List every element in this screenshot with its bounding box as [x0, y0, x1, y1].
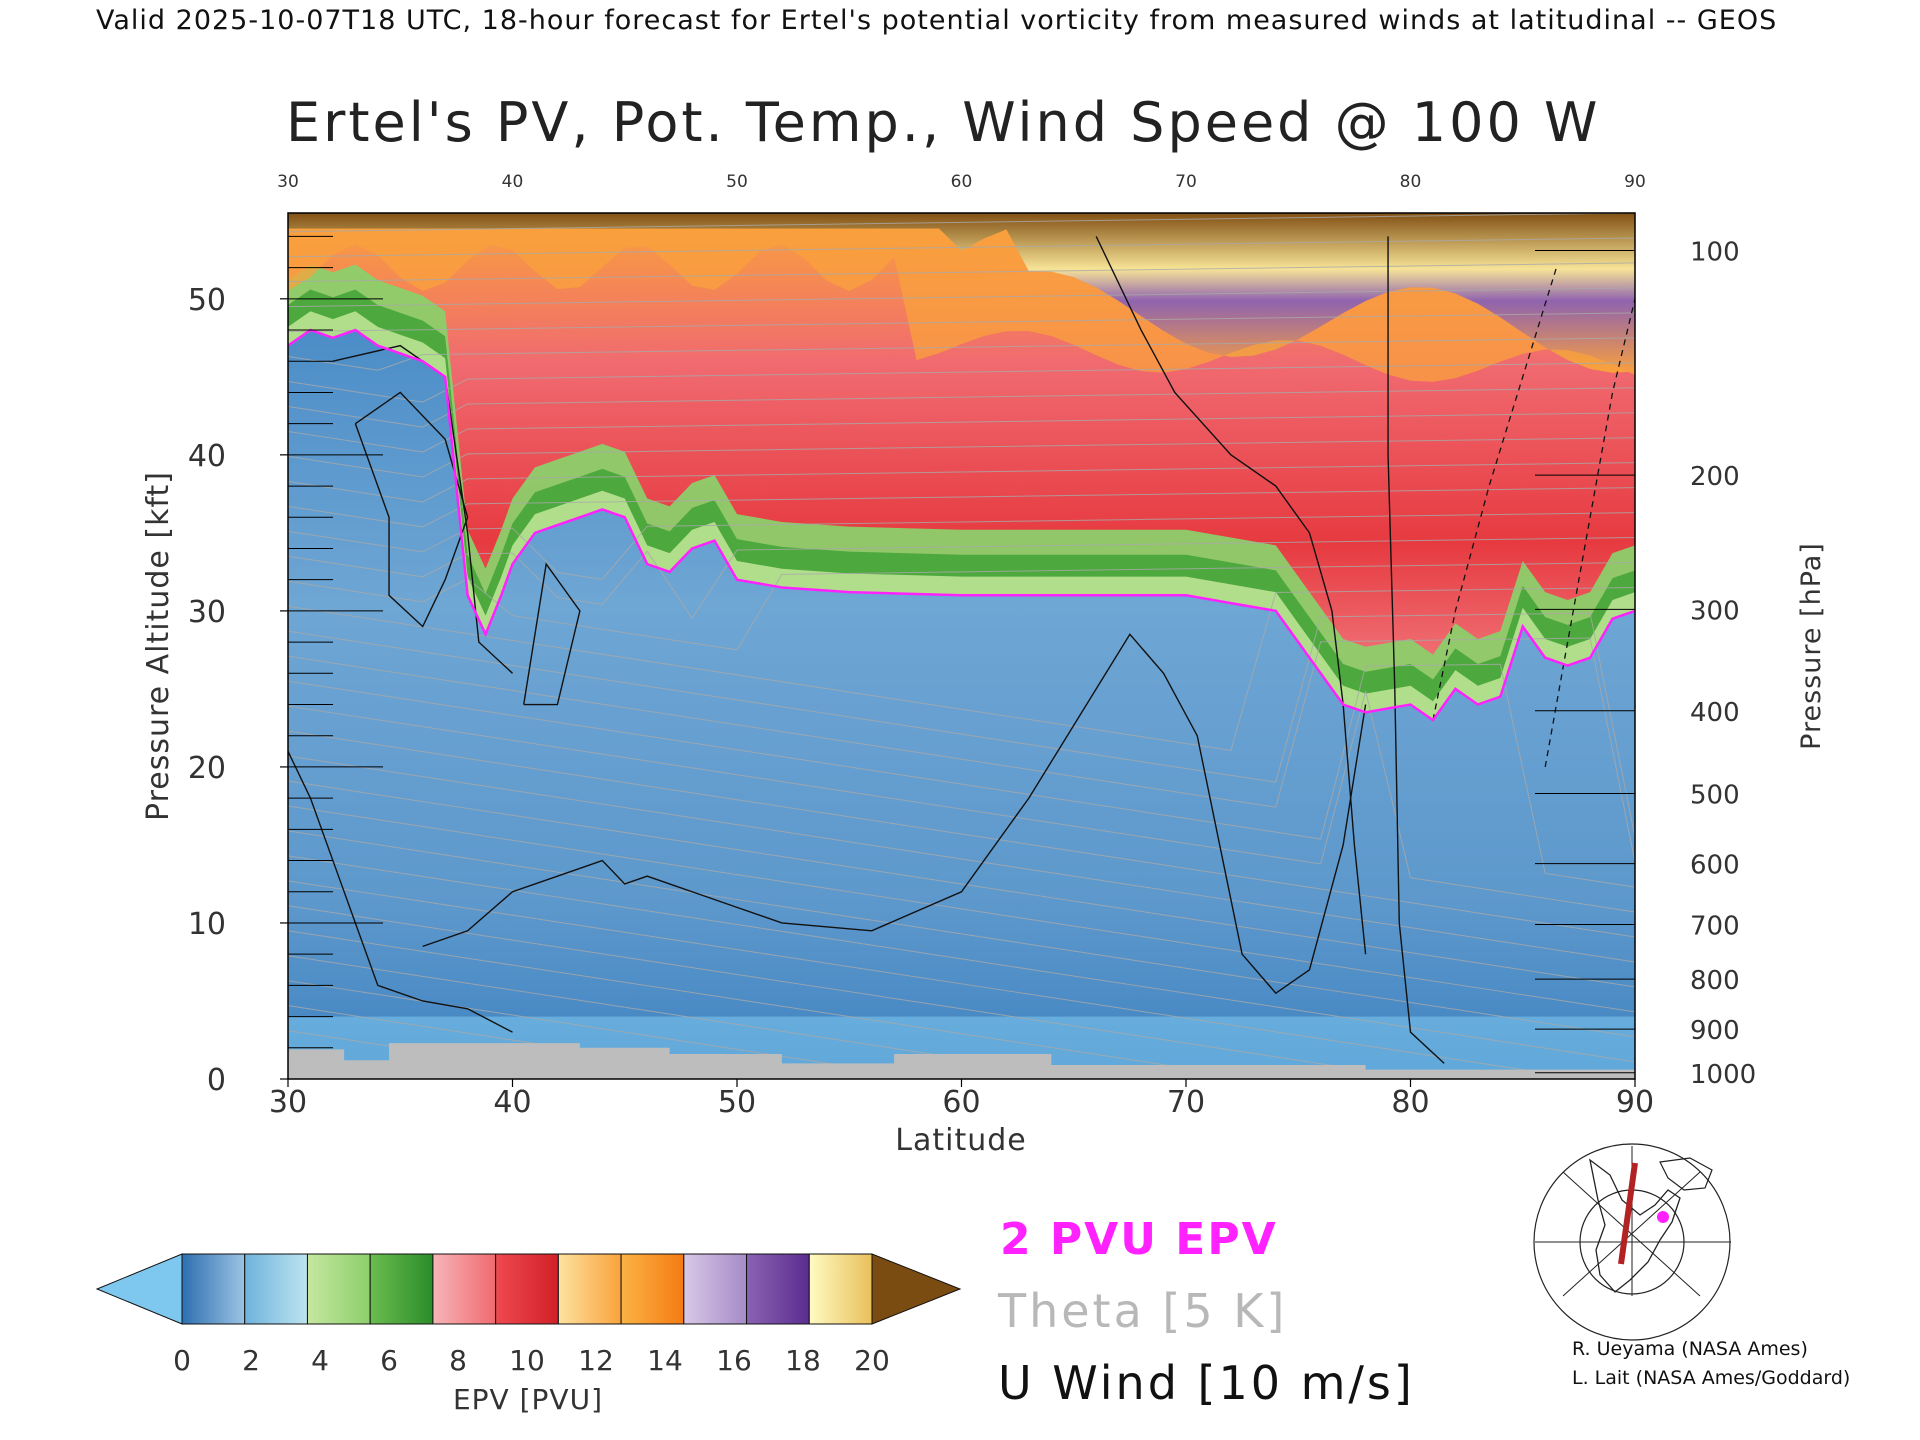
colorbar-bin	[181, 1253, 246, 1325]
top-tick-label: 60	[951, 172, 973, 192]
colorbar-tick-label: 2	[242, 1344, 260, 1377]
wind-contour-2	[354, 391, 469, 628]
pressure-tick-label: 1000	[1690, 1060, 1756, 1090]
colorbar: 0 2 4 6 8 10 12 14 16 18 20	[95, 1253, 962, 1377]
theta-contours	[288, 213, 1635, 1079]
colorbar-bin	[306, 1253, 371, 1325]
pressure-tick-label: 700	[1690, 912, 1740, 942]
pressure-tick-label: 900	[1690, 1016, 1740, 1046]
plot-area	[288, 213, 1635, 1079]
colorbar-over-arrow	[871, 1253, 962, 1325]
legend-wind: U Wind [10 m/s]	[998, 1356, 1415, 1410]
wind-contour-5	[1387, 236, 1445, 1064]
top-tick-label: 30	[277, 172, 299, 192]
pressure-tick-label: 800	[1690, 966, 1740, 996]
colorbar-tick-label: 0	[173, 1344, 191, 1377]
wind-contour-1	[523, 562, 581, 706]
credit-line-1: R. Ueyama (NASA Ames)	[1572, 1338, 1808, 1360]
colorbar-tick-label: 6	[380, 1344, 398, 1377]
x-tick-label: 50	[718, 1085, 756, 1120]
pressure-tick-label: 300	[1690, 596, 1740, 626]
colorbar-bin	[808, 1253, 873, 1325]
colorbar-bin	[244, 1253, 308, 1325]
colorbar-tick-label: 12	[578, 1344, 614, 1377]
pressure-tick-label: 100	[1690, 237, 1740, 267]
legend: 2 PVU EPV Theta [5 K] U Wind [10 m/s]	[997, 1214, 1415, 1410]
ground-mask	[288, 1043, 1635, 1079]
legend-theta: Theta [5 K]	[997, 1284, 1287, 1338]
colorbar-tick-label: 14	[647, 1344, 683, 1377]
colorbar-tick-label: 10	[509, 1344, 545, 1377]
wind-contour-3	[422, 633, 1367, 995]
two-pvu-contour	[288, 328, 1635, 722]
y-axis-label: Pressure Altitude [kft]	[141, 471, 176, 821]
x-tick-label: 80	[1391, 1085, 1429, 1120]
top-tick-label: 90	[1624, 172, 1646, 192]
y-tick-label: 50	[188, 283, 226, 318]
legend-epv: 2 PVU EPV	[1000, 1214, 1278, 1265]
location-marker	[1657, 1211, 1669, 1223]
pressure-tick-label: 200	[1690, 462, 1740, 492]
x-tick-label: 90	[1616, 1085, 1654, 1120]
x-tick-label: 30	[269, 1085, 307, 1120]
colorbar-tick-label: 18	[785, 1344, 821, 1377]
colorbar-bin	[746, 1253, 810, 1325]
y-tick-label: 40	[188, 439, 226, 474]
cross-section-track	[1618, 1162, 1638, 1265]
chart-title: Ertel's PV, Pot. Temp., Wind Speed @ 100…	[286, 91, 1600, 154]
credits: R. Ueyama (NASA Ames) L. Lait (NASA Ames…	[1572, 1335, 1850, 1393]
top-tick-label: 80	[1400, 172, 1422, 192]
x-tick-label: 70	[1167, 1085, 1205, 1120]
stratosphere-field	[288, 213, 1635, 1079]
locator-map-inset	[1533, 1143, 1731, 1341]
colorbar-bin	[495, 1253, 559, 1325]
wind-contour-4	[288, 751, 513, 1033]
header-caption: Valid 2025-10-07T18 UTC, 18-hour forecas…	[96, 5, 1777, 36]
wind-contours	[288, 236, 1635, 1064]
colorbar-tick-label: 16	[716, 1344, 752, 1377]
easterly-contour-1	[1544, 298, 1635, 768]
top-tick-label: 70	[1175, 172, 1197, 192]
y-tick-label: 30	[188, 595, 226, 630]
pressure-tick-label: 600	[1690, 851, 1740, 881]
wind-contour-6	[1095, 236, 1367, 955]
top-tick-label: 50	[726, 172, 748, 192]
colorbar-tick-label: 8	[449, 1344, 467, 1377]
colorbar-tick-label: 4	[311, 1344, 329, 1377]
pressure-tick-label: 400	[1690, 698, 1740, 728]
y-tick-label: 10	[188, 907, 226, 942]
y-tick-label: 0	[207, 1063, 226, 1098]
colorbar-label: EPV [PVU]	[453, 1383, 603, 1416]
y-right-axis-label: Pressure [hPa]	[1796, 542, 1827, 750]
colorbar-bin	[620, 1253, 685, 1325]
y-tick-label: 20	[188, 751, 226, 786]
x-tick-label: 60	[942, 1085, 980, 1120]
credit-line-2: L. Lait (NASA Ames/Goddard)	[1572, 1367, 1851, 1389]
colorbar-bin	[432, 1253, 497, 1325]
colorbar-under-arrow	[95, 1253, 183, 1325]
colorbar-tick-label: 20	[854, 1344, 890, 1377]
colorbar-bin	[369, 1253, 434, 1325]
top-tick-label: 40	[502, 172, 524, 192]
colorbar-bin	[683, 1253, 748, 1325]
pressure-tick-label: 500	[1690, 780, 1740, 810]
colorbar-bin	[557, 1253, 622, 1325]
x-tick-label: 40	[493, 1085, 531, 1120]
x-axis-label: Latitude	[895, 1123, 1026, 1158]
